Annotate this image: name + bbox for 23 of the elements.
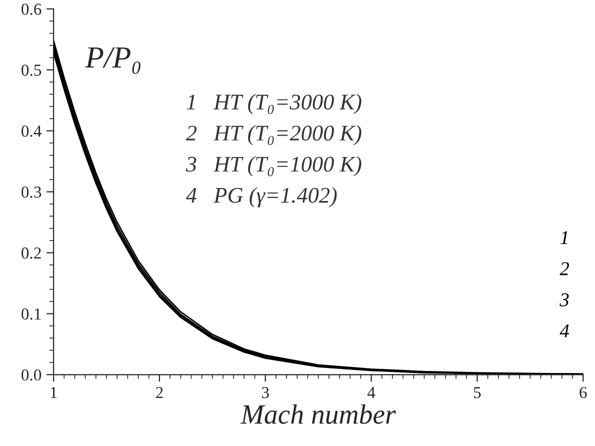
- annotation: 4 PG (γ=1.402): [186, 187, 337, 208]
- x-tick-label: 3: [262, 386, 269, 398]
- x-tick-label: 1: [50, 387, 57, 398]
- y-axis-title: P/P₀: [85, 47, 140, 74]
- annotation: 2 HT (T₀=2000 K): [186, 125, 362, 146]
- y-tick-label: 0.0: [22, 369, 42, 381]
- annotation: 3 HT (T₀=1000 K): [186, 156, 362, 176]
- y-tick-label: 0.4: [22, 126, 42, 137]
- annotation: 3: [560, 293, 569, 306]
- y-tick-label: 0.3: [22, 186, 42, 198]
- x-axis-title: Mach number: [240, 404, 396, 424]
- x-tick-label: 4: [367, 387, 376, 398]
- x-tick-label: 5: [474, 387, 481, 398]
- annotation: 1 HT (T₀=3000 K): [186, 94, 362, 114]
- y-tick-label: 0.1: [22, 308, 41, 320]
- annotation: 4: [560, 324, 569, 338]
- annotation: 1: [560, 231, 568, 244]
- x-tick-label: 2: [156, 386, 163, 398]
- y-tick-label: 0.6: [22, 4, 42, 15]
- annotation: 2: [560, 262, 569, 276]
- x-tick-label: 6: [580, 386, 587, 398]
- y-tick-label: 0.5: [22, 64, 42, 76]
- y-tick-label: 0.2: [22, 247, 41, 259]
